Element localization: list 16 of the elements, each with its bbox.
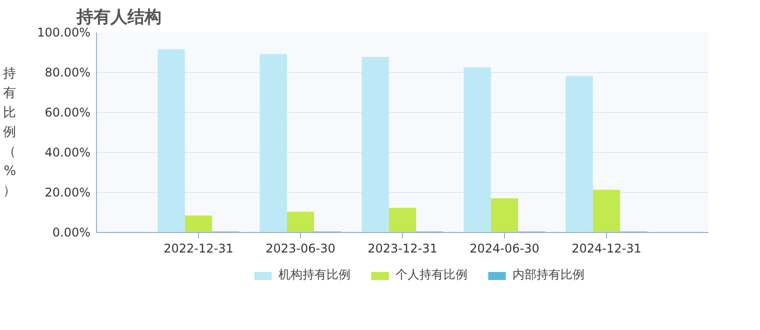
y-tick-label: 20.00% <box>44 186 91 200</box>
chart-title: 持有人结构 <box>76 8 162 28</box>
y-axis-title: 持有比例（%） <box>3 66 16 198</box>
x-tick-label: 2024-12-31 <box>572 242 642 256</box>
x-tick-label: 2022-12-31 <box>164 242 234 256</box>
x-tick-label: 2023-06-30 <box>266 242 336 256</box>
y-tick-label: 0.00% <box>52 226 91 240</box>
legend-label: 机构持有比例 <box>278 266 350 284</box>
y-tick-label: 60.00% <box>44 106 91 120</box>
legend-label: 个人持有比例 <box>396 266 468 284</box>
x-tick-label: 2023-12-31 <box>368 242 438 256</box>
legend-label: 内部持有比例 <box>512 266 584 284</box>
x-tick-label: 2024-06-30 <box>470 242 540 256</box>
y-tick-label: 80.00% <box>44 66 91 80</box>
y-tick-label: 100.00% <box>37 26 90 40</box>
y-tick-label: 40.00% <box>44 146 91 160</box>
